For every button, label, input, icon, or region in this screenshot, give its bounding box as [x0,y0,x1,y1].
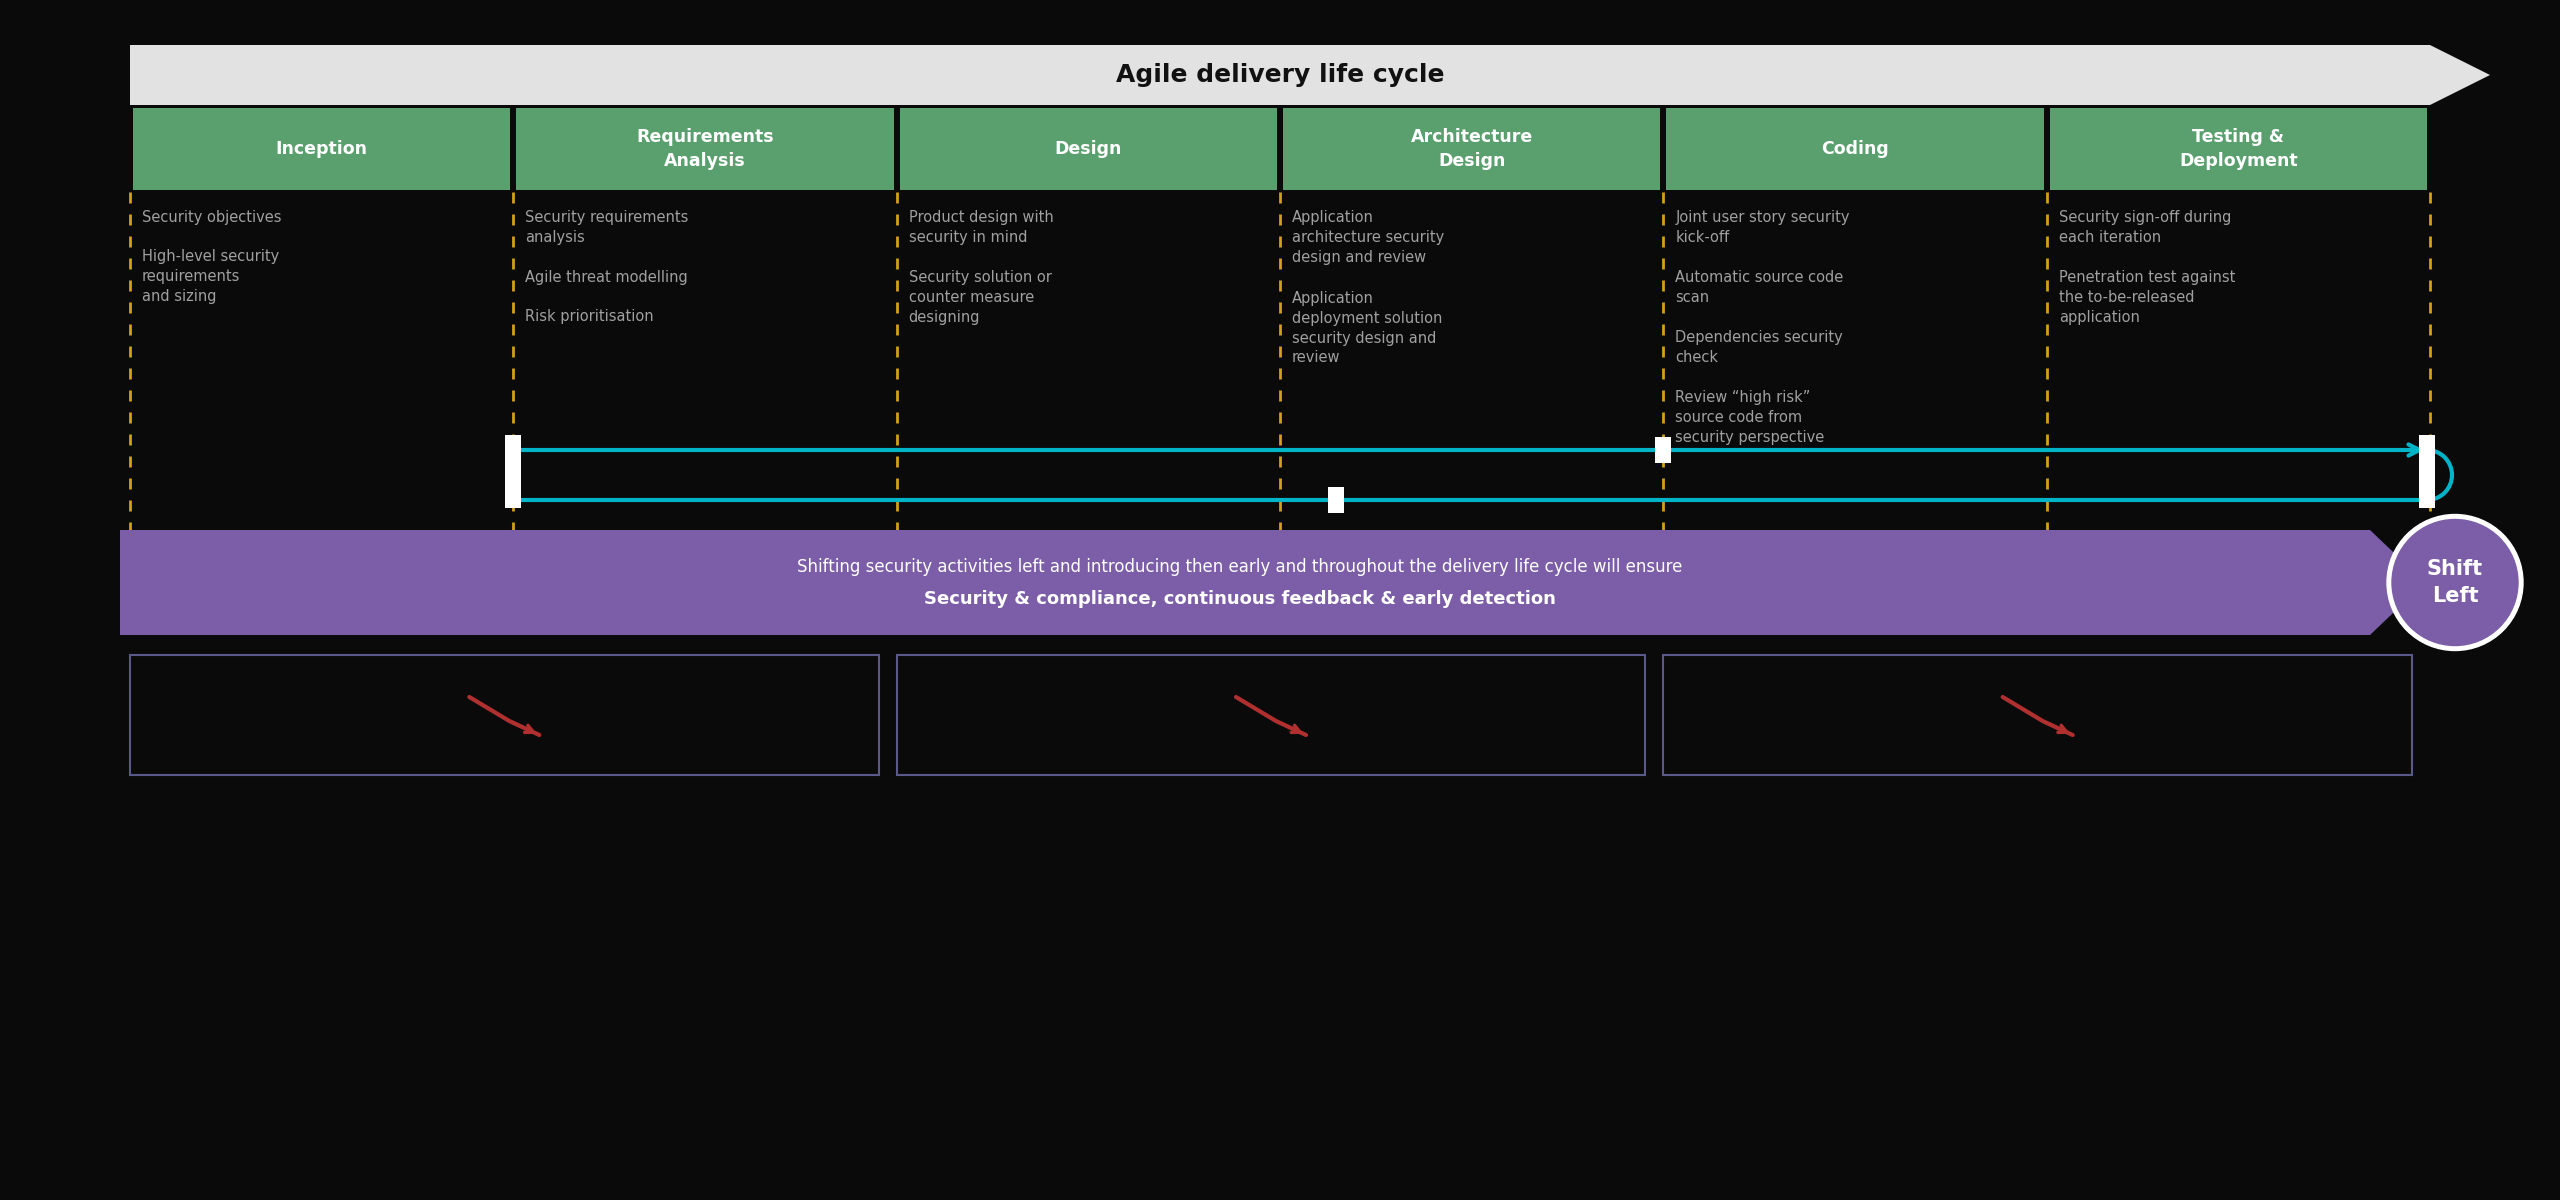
Text: Requirements
Analysis: Requirements Analysis [637,128,773,169]
Polygon shape [131,44,2491,104]
Text: Security sign-off during
each iteration: Security sign-off during each iteration [2058,210,2232,245]
Text: Penetration test against
the to-be-released
application: Penetration test against the to-be-relea… [2058,270,2235,324]
Text: Inception: Inception [276,140,369,158]
Text: High-level security
requirements
and sizing: High-level security requirements and siz… [141,248,279,304]
Circle shape [2391,520,2519,646]
Text: Application
deployment solution
security design and
review: Application deployment solution security… [1293,290,1441,365]
FancyBboxPatch shape [517,108,893,190]
Text: Shifting security activities left and introducing then early and throughout the : Shifting security activities left and in… [796,558,1682,576]
Text: Product design with
security in mind: Product design with security in mind [909,210,1052,245]
Text: Risk prioritisation: Risk prioritisation [525,308,653,324]
Text: Agile threat modelling: Agile threat modelling [525,270,689,284]
Text: Security requirements
analysis: Security requirements analysis [525,210,689,245]
Text: Review “high risk”
source code from
security perspective: Review “high risk” source code from secu… [1674,390,1825,444]
Polygon shape [120,530,2424,635]
Text: Design: Design [1055,140,1121,158]
Text: Shift
Left: Shift Left [2427,559,2483,606]
Text: Architecture
Design: Architecture Design [1411,128,1533,169]
Text: Dependencies security
check: Dependencies security check [1674,330,1843,365]
Text: Automatic source code
scan: Automatic source code scan [1674,270,1843,305]
FancyBboxPatch shape [131,655,878,775]
Text: Security objectives: Security objectives [141,210,282,226]
FancyBboxPatch shape [1329,487,1344,514]
Text: Application
architecture security
design and review: Application architecture security design… [1293,210,1444,264]
FancyBboxPatch shape [2051,108,2427,190]
Text: Security solution or
counter measure
designing: Security solution or counter measure des… [909,270,1052,324]
FancyBboxPatch shape [1664,655,2412,775]
FancyBboxPatch shape [1283,108,1661,190]
Circle shape [2386,515,2524,650]
Text: Testing &
Deployment: Testing & Deployment [2179,128,2299,169]
FancyBboxPatch shape [133,108,509,190]
FancyBboxPatch shape [1656,437,1672,463]
FancyBboxPatch shape [899,108,1277,190]
FancyBboxPatch shape [2419,434,2435,508]
FancyBboxPatch shape [504,434,522,508]
Text: Joint user story security
kick-off: Joint user story security kick-off [1674,210,1851,245]
FancyBboxPatch shape [1667,108,2043,190]
Text: Coding: Coding [1820,140,1889,158]
FancyBboxPatch shape [896,655,1646,775]
Text: Agile delivery life cycle: Agile delivery life cycle [1116,62,1444,86]
Text: Security & compliance, continuous feedback & early detection: Security & compliance, continuous feedba… [924,589,1556,607]
